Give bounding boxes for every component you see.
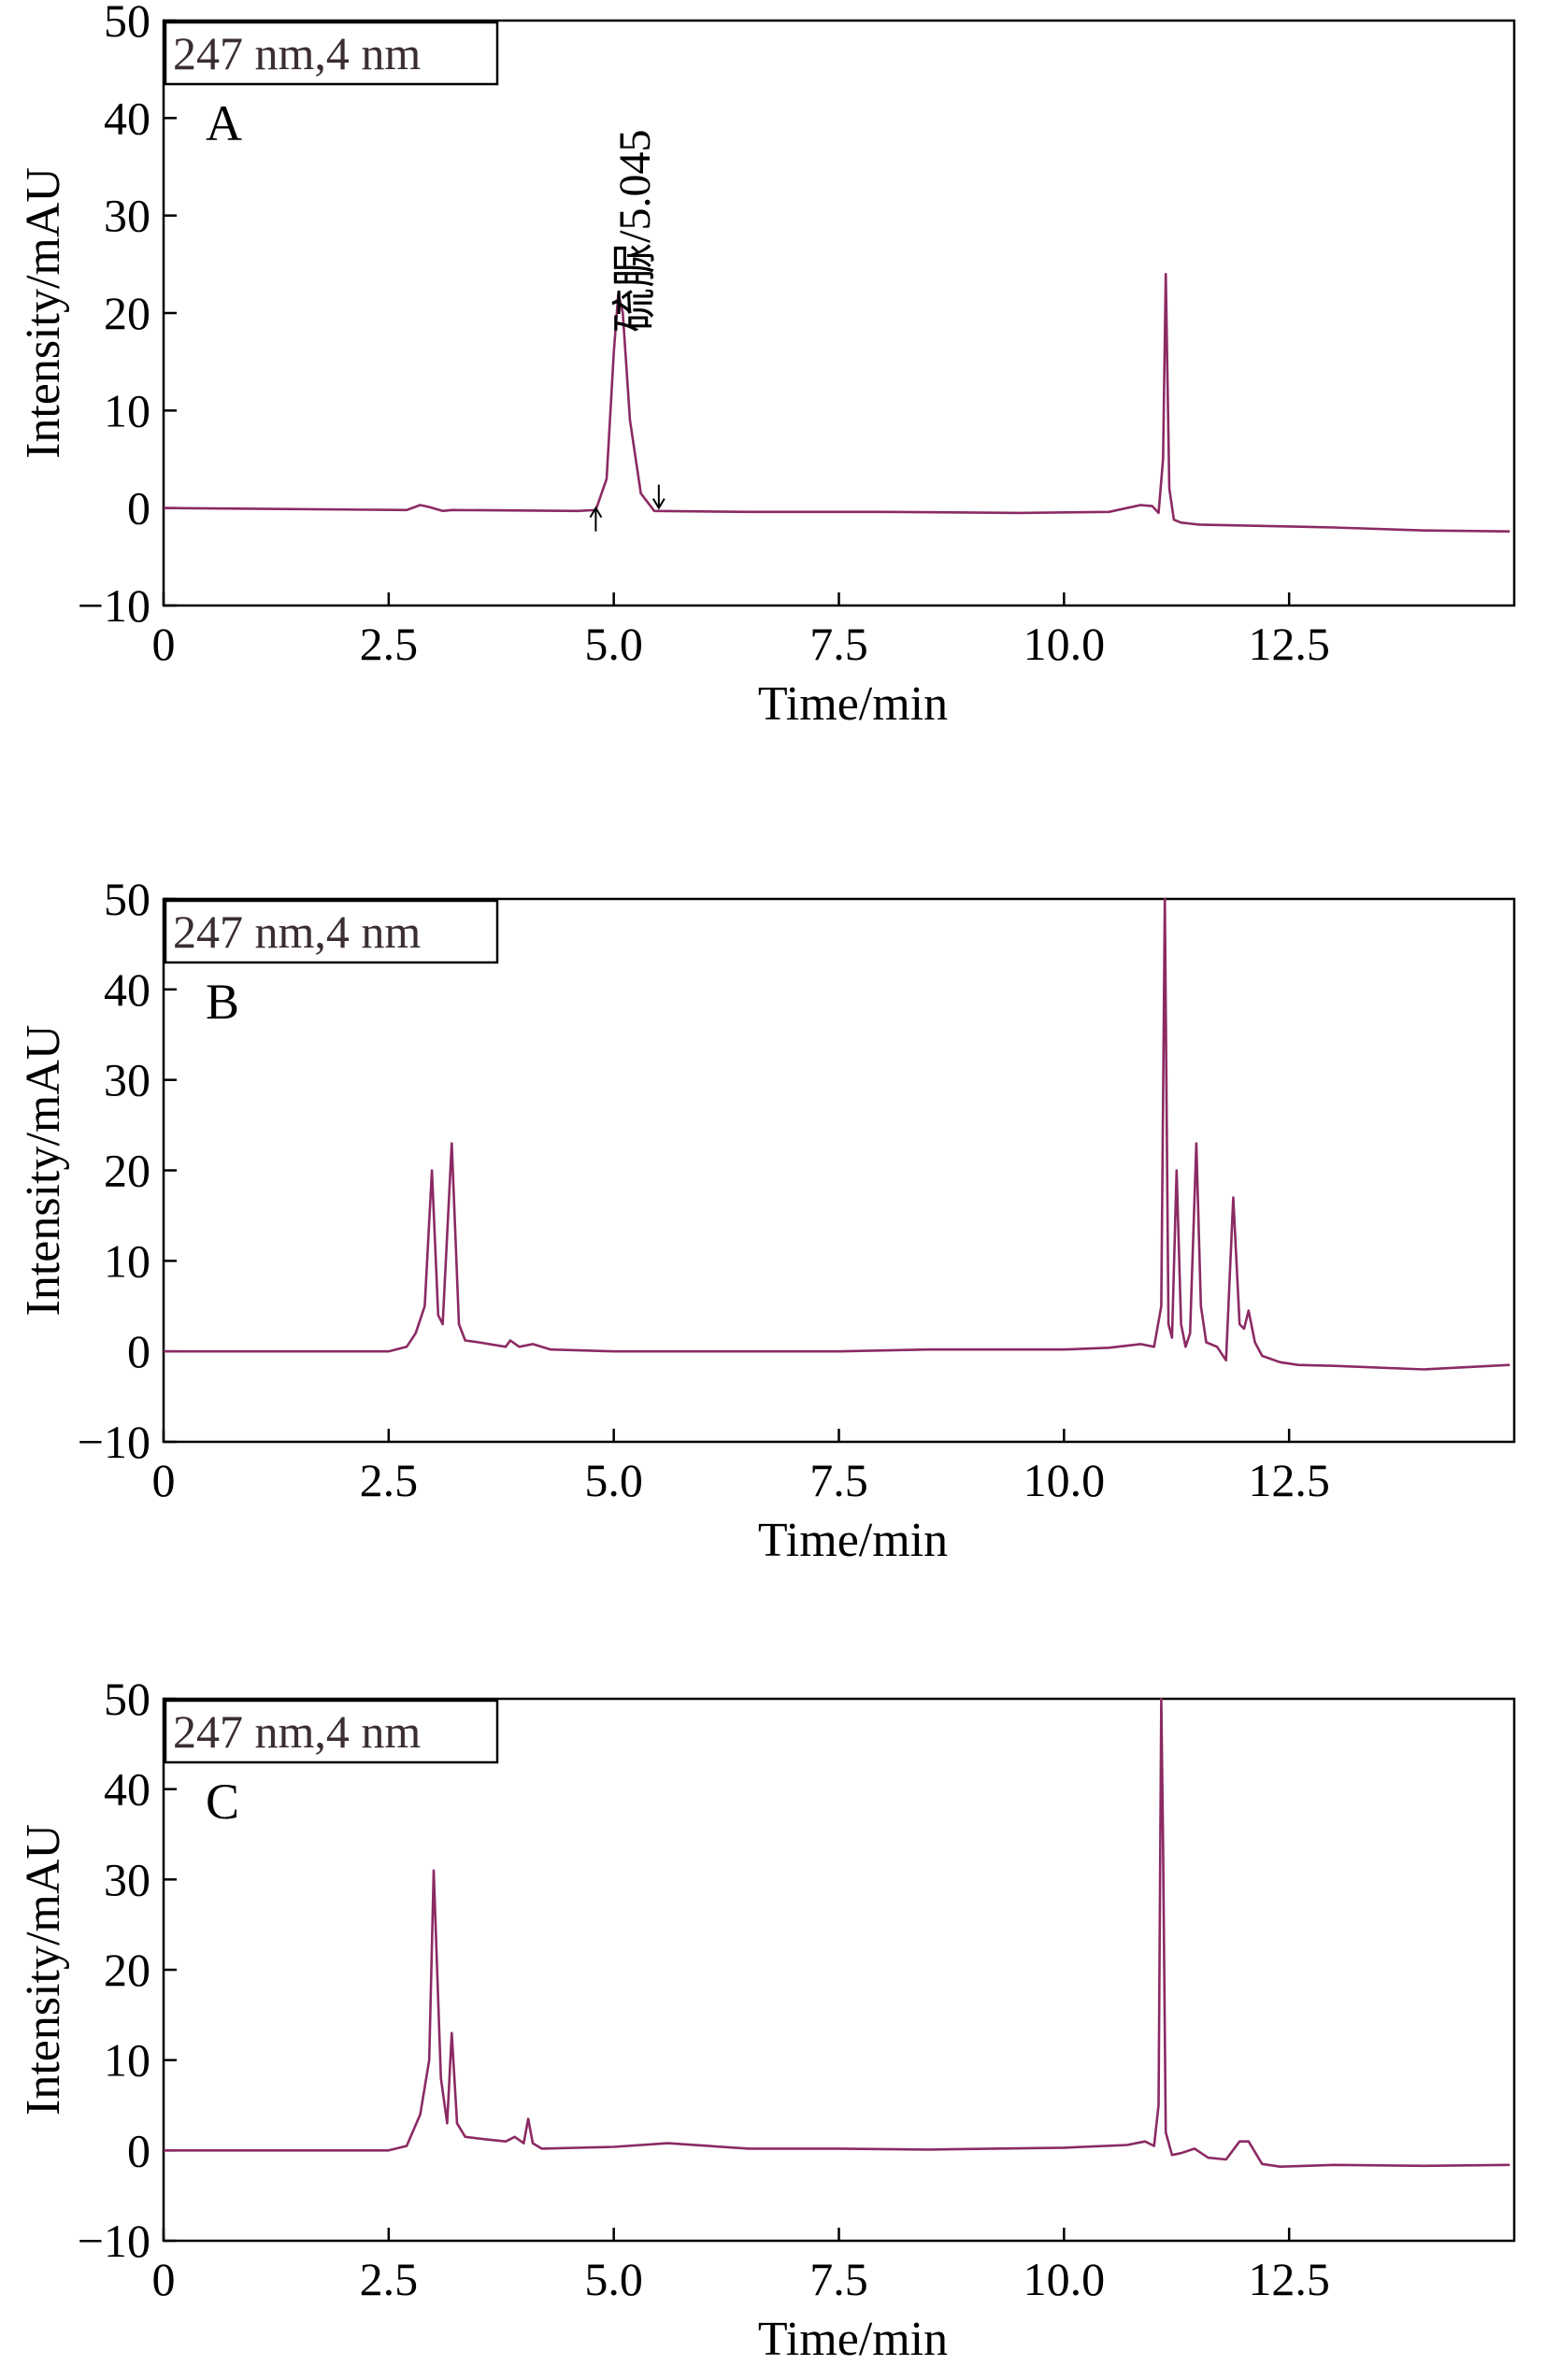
integration-end-arrow (651, 498, 666, 510)
y-axis-title: Intensity/mAU (17, 1824, 70, 2116)
y-tick-label: 20 (104, 287, 150, 339)
y-tick-label: −10 (78, 2215, 150, 2267)
y-tick-label: 10 (104, 1234, 150, 1287)
plot-frame (162, 19, 1516, 607)
x-axis-title: Time/min (758, 1514, 948, 1567)
y-tick-label: 40 (104, 1763, 150, 1816)
y-tick-label: 0 (127, 482, 150, 534)
x-tick-label: 5.0 (584, 1454, 643, 1506)
y-tick-label: −10 (78, 1416, 150, 1468)
y-tick-label: 30 (104, 1054, 150, 1106)
panel-letter: B (206, 974, 239, 1030)
y-tick-label: 30 (104, 1853, 150, 1905)
chromatogram-line (163, 272, 1510, 533)
panel-letter: C (206, 1774, 239, 1830)
plot-frame (162, 1697, 1516, 2243)
x-tick-label: 7.5 (809, 1454, 868, 1506)
x-tick-label: 10.0 (1024, 618, 1106, 670)
x-tick-label: 0 (152, 2253, 176, 2305)
x-tick-label: 0 (152, 618, 176, 670)
y-tick-label: 20 (104, 1944, 150, 1996)
y-tick-label: 50 (104, 1673, 150, 1725)
y-tick-label: 30 (104, 190, 150, 242)
x-axis-title: Time/min (758, 2313, 948, 2366)
x-tick-label: 0 (152, 1454, 176, 1506)
chromatogram-line (164, 1697, 1510, 2168)
y-tick-label: 40 (104, 963, 150, 1016)
x-tick-label: 12.5 (1248, 1454, 1330, 1506)
y-tick-label: 20 (104, 1145, 150, 1197)
panel-letter: A (206, 95, 242, 151)
wavelength-label: 247 nm,4 nm (173, 1705, 421, 1758)
wavelength-box (164, 1699, 499, 1764)
x-tick-label: 10.0 (1024, 1454, 1106, 1506)
y-tick-label: 50 (104, 0, 150, 47)
wavelength-label: 247 nm,4 nm (173, 905, 421, 958)
y-tick-label: 50 (104, 873, 150, 925)
x-tick-label: 12.5 (1248, 2253, 1330, 2305)
x-tick-label: 5.0 (584, 618, 643, 670)
x-tick-label: 5.0 (584, 2253, 643, 2305)
chromatogram-line (164, 897, 1510, 1371)
peak-annotation: 硫脲/5.045 (610, 130, 660, 333)
wavelength-box (164, 21, 499, 86)
y-axis-title: Intensity/mAU (17, 1025, 70, 1317)
x-tick-label: 7.5 (809, 618, 868, 670)
integration-start-arrow (589, 506, 603, 519)
plot-frame (162, 897, 1516, 1444)
wavelength-box (164, 899, 499, 964)
y-tick-label: 10 (104, 2034, 150, 2087)
x-tick-label: 12.5 (1248, 618, 1330, 670)
wavelength-label: 247 nm,4 nm (173, 27, 421, 79)
x-tick-label: 10.0 (1024, 2253, 1106, 2305)
x-tick-label: 2.5 (360, 1454, 419, 1506)
y-tick-label: 0 (127, 2124, 150, 2176)
y-tick-label: 10 (104, 384, 150, 436)
y-axis-title: Intensity/mAU (17, 167, 70, 459)
x-tick-label: 2.5 (360, 2253, 419, 2305)
y-tick-label: 0 (127, 1325, 150, 1377)
x-tick-label: 2.5 (360, 618, 419, 670)
x-tick-label: 7.5 (809, 2253, 868, 2305)
y-tick-label: −10 (78, 579, 150, 632)
x-axis-title: Time/min (758, 677, 948, 731)
y-tick-label: 40 (104, 92, 150, 144)
